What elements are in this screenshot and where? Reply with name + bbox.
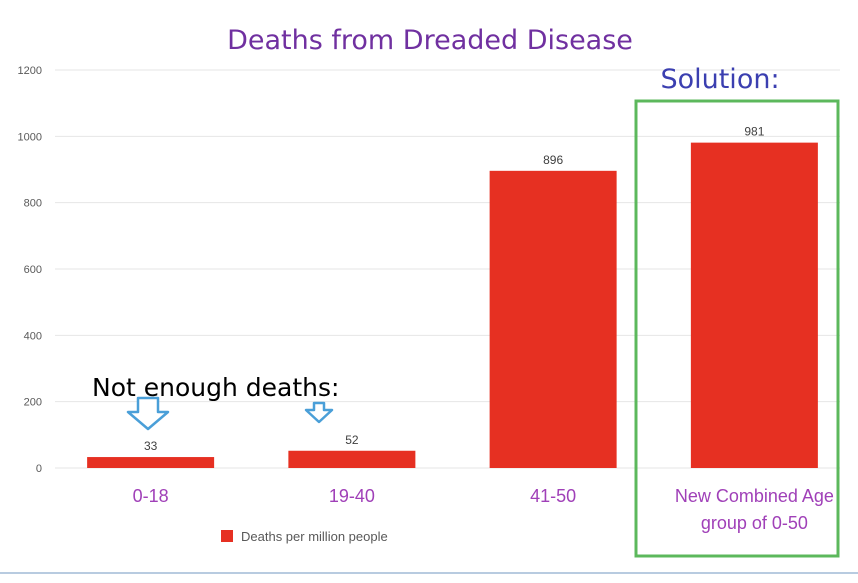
bar: [489, 170, 617, 468]
y-tick-label: 0: [36, 463, 42, 475]
category-label: 0-18: [133, 486, 169, 506]
down-arrow-icon: [126, 396, 170, 431]
category-label: 41-50: [530, 486, 576, 506]
data-label: 52: [345, 433, 359, 447]
category-labels: 0-18 19-40 41-50 New Combined Age group of 0…: [133, 486, 834, 533]
solution-label: Solution:: [660, 64, 779, 95]
solution-highlight-box: [634, 99, 840, 558]
category-label: 19-40: [329, 486, 375, 506]
bottom-divider: [0, 572, 858, 574]
category-label: group of 0-50: [701, 513, 808, 533]
category-label: New Combined Age: [675, 486, 834, 506]
y-tick-label: 800: [24, 198, 42, 210]
bar: [690, 142, 818, 468]
down-arrow-icon: [304, 401, 334, 424]
bar: [87, 457, 215, 468]
y-tick-label: 400: [24, 330, 42, 342]
y-axis-ticks: 0 200 400 600 800 1000 1200: [18, 65, 42, 475]
bar: [288, 450, 416, 468]
chart-title: Deaths from Dreaded Disease: [227, 25, 633, 56]
y-tick-label: 1000: [18, 131, 42, 143]
not-enough-deaths-label: Not enough deaths:: [92, 373, 339, 402]
data-label: 896: [543, 153, 563, 167]
legend: Deaths per million people: [221, 529, 388, 544]
data-label: 981: [744, 125, 764, 139]
data-label: 33: [144, 439, 158, 453]
y-tick-label: 200: [24, 397, 42, 409]
y-tick-label: 1200: [18, 65, 42, 77]
bars: [87, 142, 818, 468]
data-labels: 33 52 896 981: [144, 125, 765, 453]
y-tick-label: 600: [24, 264, 42, 276]
legend-label: Deaths per million people: [241, 529, 388, 544]
legend-swatch: [221, 530, 233, 542]
